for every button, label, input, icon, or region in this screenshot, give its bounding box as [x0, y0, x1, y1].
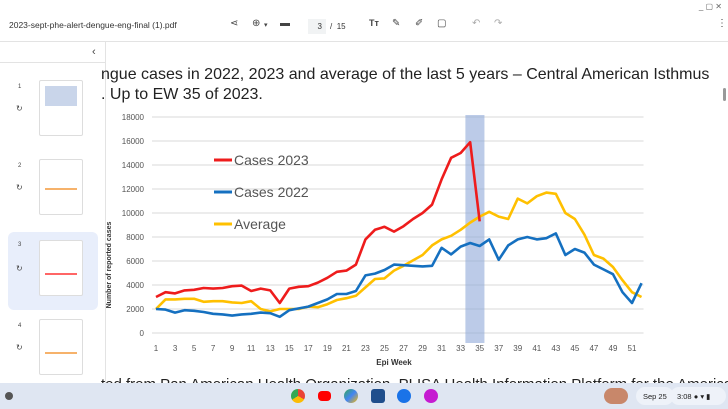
thumbnail-image — [39, 159, 83, 215]
play-store-icon[interactable] — [344, 389, 358, 403]
x-tick-label: 31 — [437, 344, 446, 353]
rotate-icon[interactable]: ↻ — [16, 104, 23, 113]
thumbnail-page-2[interactable]: 2 ↻ — [0, 155, 106, 233]
y-tick-label: 16000 — [122, 137, 145, 146]
legend-label: Cases 2022 — [234, 184, 309, 200]
thumbnail-image — [39, 240, 83, 296]
x-tick-label: 51 — [628, 344, 637, 353]
legend-label: Average — [234, 216, 286, 232]
print-icon[interactable]: ▬ — [280, 18, 290, 29]
y-tick-label: 18000 — [122, 113, 145, 122]
thumbnail-image — [39, 319, 83, 375]
x-tick-label: 9 — [230, 344, 235, 353]
status-area[interactable]: 3:08 ● ▾ ▮ — [670, 387, 726, 405]
messages-icon[interactable] — [397, 389, 411, 403]
series-line-cases-2022 — [155, 232, 643, 319]
chart-heading-line-1: ngue cases in 2022, 2023 and average of … — [101, 66, 710, 83]
x-axis-label: Epi Week — [376, 358, 412, 367]
y-tick-label: 14000 — [122, 161, 145, 170]
x-tick-label: 7 — [211, 344, 216, 353]
x-tick-label: 33 — [456, 344, 465, 353]
x-tick-label: 49 — [609, 344, 618, 353]
x-tick-label: 11 — [247, 344, 256, 353]
thumbnail-page-4[interactable]: 4 ↻ — [0, 315, 106, 393]
pdf-app-icon[interactable] — [424, 389, 438, 403]
y-axis-label: Number of reported cases — [106, 222, 113, 309]
x-tick-label: 35 — [475, 344, 484, 353]
x-tick-label: 47 — [589, 344, 598, 353]
x-tick-label: 27 — [399, 344, 408, 353]
highlighter-icon[interactable]: ✐ — [415, 18, 424, 29]
y-tick-label: 0 — [140, 329, 145, 338]
rotate-icon[interactable]: ↻ — [16, 343, 23, 352]
annotate-icon[interactable]: ✎ — [392, 18, 401, 29]
pdf-toolbar: 2023-sept-phe-alert-dengue-eng-final (1)… — [0, 0, 728, 42]
x-tick-label: 17 — [304, 344, 313, 353]
x-tick-label: 13 — [266, 344, 275, 353]
y-tick-label: 10000 — [122, 209, 145, 218]
thumbnail-number: 1 — [18, 84, 22, 90]
docs-app-icon[interactable] — [371, 389, 385, 403]
rotate-icon[interactable]: ↻ — [16, 183, 23, 192]
page-separator: / — [330, 22, 333, 31]
x-tick-label: 43 — [551, 344, 560, 353]
page-number-input[interactable]: 3 — [308, 19, 326, 34]
x-tick-label: 1 — [154, 344, 159, 353]
x-tick-label: 19 — [323, 344, 332, 353]
series-line-cases-2023 — [155, 140, 481, 305]
wifi-battery-icon: ● ▾ ▮ — [693, 392, 711, 401]
x-tick-label: 15 — [285, 344, 294, 353]
window-controls[interactable]: _ ▢ ✕ — [698, 2, 722, 11]
page-total-count: 15 — [336, 22, 346, 31]
thumbnail-page-3[interactable]: 3 ↻ — [8, 232, 98, 310]
dengue-line-chart: 0 2000 4000 6000 8000 10000 12000 14000 16000 180… — [106, 113, 644, 367]
y-tick-label: 4000 — [126, 281, 144, 290]
x-tick-label: 37 — [494, 344, 503, 353]
y-tick-label: 12000 — [122, 185, 145, 194]
rotate-icon[interactable]: ↻ — [16, 264, 23, 273]
chart-heading-line-2: . Up to EW 35 of 2023. — [101, 86, 263, 103]
x-tick-label: 41 — [532, 344, 541, 353]
y-tick-label: 2000 — [126, 305, 144, 314]
x-tick-label: 45 — [570, 344, 579, 353]
more-vert-icon[interactable]: ⋮ — [717, 18, 727, 29]
series-line-average — [155, 191, 643, 313]
y-tick-label: 6000 — [126, 257, 144, 266]
collapse-sidebar-button[interactable]: ‹ — [92, 46, 96, 58]
x-tick-label: 5 — [192, 344, 197, 353]
crop-icon[interactable]: ▢ — [437, 18, 447, 29]
x-tick-label: 39 — [513, 344, 522, 353]
chrome-icon[interactable] — [291, 389, 305, 403]
holding-space-icon[interactable] — [604, 388, 628, 404]
x-tick-label: 21 — [342, 344, 351, 353]
y-tick-label: 8000 — [126, 233, 144, 242]
legend-label: Cases 2023 — [234, 152, 309, 168]
text-size-icon[interactable]: Tт — [369, 18, 379, 28]
highlight-band — [465, 115, 485, 343]
file-name: 2023-sept-phe-alert-dengue-eng-final (1)… — [9, 20, 177, 30]
thumbnail-page-1[interactable]: 1 ↻ — [0, 76, 106, 154]
x-tick-label: 23 — [361, 344, 370, 353]
thumbnail-number: 3 — [18, 242, 22, 248]
thumbnail-image — [39, 80, 83, 136]
chevron-down-icon[interactable]: ▾ — [264, 22, 268, 29]
redo-icon[interactable]: ↷ — [494, 18, 503, 29]
scrollbar-thumb[interactable] — [723, 88, 726, 101]
thumbnail-number: 4 — [18, 323, 22, 329]
clock: 3:08 — [677, 392, 692, 401]
share-icon[interactable]: ⋖ — [230, 18, 239, 29]
undo-icon[interactable]: ↶ — [472, 18, 481, 29]
youtube-icon[interactable] — [318, 391, 331, 401]
date-pill[interactable]: Sep 25 — [636, 387, 674, 405]
launcher-icon[interactable] — [5, 392, 13, 400]
page-total: / 15 — [330, 22, 346, 31]
thumbnail-sidebar: ‹ 1 ↻ 2 ↻ 3 ↻ 4 ↻ — [0, 42, 106, 383]
taskbar: Sep 25 3:08 ● ▾ ▮ — [0, 383, 728, 409]
thumbnail-number: 2 — [18, 163, 22, 169]
zoom-icon[interactable]: ⊕ — [252, 18, 261, 29]
x-tick-label: 3 — [173, 344, 178, 353]
x-tick-label: 25 — [380, 344, 389, 353]
x-tick-label: 29 — [418, 344, 427, 353]
